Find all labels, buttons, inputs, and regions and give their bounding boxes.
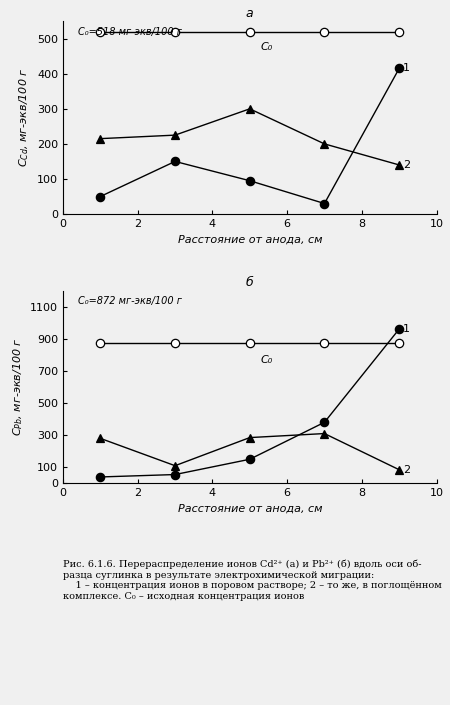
- Text: Рис. 6.1.6. Перераспределение ионов Cd²⁺ (а) и Pb²⁺ (б) вдоль оси об-
разца сугл: Рис. 6.1.6. Перераспределение ионов Cd²⁺…: [63, 560, 442, 601]
- Text: C₀: C₀: [261, 42, 273, 52]
- Title: а: а: [246, 7, 253, 20]
- Text: 1: 1: [403, 324, 410, 334]
- Text: 2: 2: [403, 465, 410, 474]
- Text: C₀: C₀: [261, 355, 273, 364]
- Y-axis label: $C_{Cd}$, мг-экв/100 г: $C_{Cd}$, мг-экв/100 г: [18, 68, 32, 167]
- Y-axis label: $C_{Pb}$, мг-экв/100 г: $C_{Pb}$, мг-экв/100 г: [11, 338, 25, 436]
- Title: б: б: [246, 276, 254, 289]
- X-axis label: Расстояние от анода, см: Расстояние от анода, см: [177, 504, 322, 514]
- Text: C₀=872 мг-экв/100 г: C₀=872 мг-экв/100 г: [78, 296, 182, 306]
- Text: C₀=518 мг-экв/100 г: C₀=518 мг-экв/100 г: [78, 27, 182, 37]
- Text: 1: 1: [403, 63, 410, 73]
- Text: 2: 2: [403, 160, 410, 170]
- X-axis label: Расстояние от анода, см: Расстояние от анода, см: [177, 235, 322, 245]
